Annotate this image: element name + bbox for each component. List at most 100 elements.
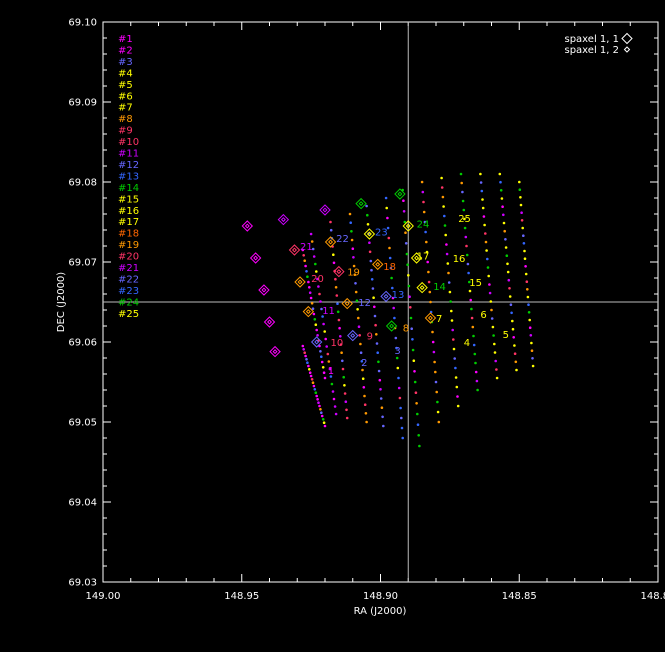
spaxel-1-2-marker (336, 269, 342, 275)
spaxel-point (482, 215, 486, 218)
pointing-number-label: 14 (433, 282, 446, 293)
spaxel-point (316, 277, 319, 281)
spaxel-point (340, 351, 343, 355)
spaxel-1-1-marker (249, 252, 262, 264)
spaxel-point (494, 359, 498, 363)
spaxel-point (316, 334, 319, 337)
spaxel-point (408, 295, 411, 299)
spaxel-point (323, 376, 327, 380)
pointing-number-label: 10 (331, 338, 344, 349)
spaxel-point (472, 334, 475, 338)
spaxel-1-1-marker (402, 220, 414, 232)
spaxel-1-2-marker (427, 315, 433, 321)
legend-entry: #14 (118, 183, 139, 194)
spaxel-point (359, 342, 362, 346)
y-tick-label: 69.10 (68, 18, 97, 29)
spaxel-point (320, 414, 324, 418)
x-tick-label: 148.80 (641, 591, 665, 602)
spaxel-point (405, 252, 409, 256)
pointing-number-label: 17 (417, 252, 430, 263)
spaxel-point (311, 381, 315, 385)
spaxel-point (399, 406, 402, 410)
spaxel-point (416, 423, 420, 427)
spaxel-1-1-marker (294, 276, 306, 288)
spaxel-point (345, 416, 349, 420)
spaxel-point (530, 341, 533, 345)
spaxel-point (372, 296, 375, 300)
spaxel-point (315, 328, 319, 332)
spaxel-1-2-marker (375, 261, 381, 267)
spaxel-point (350, 230, 353, 233)
spaxel-point (334, 286, 338, 289)
spaxel-point (415, 402, 418, 405)
spaxel-point (314, 391, 318, 395)
spaxel-point (409, 306, 412, 309)
legend-entry: #23 (118, 286, 139, 297)
legend-entry: #15 (118, 194, 139, 205)
spaxel-point (495, 376, 499, 380)
spaxel-point (358, 334, 362, 337)
spaxel-point (404, 231, 407, 234)
spaxel-point (315, 270, 318, 273)
spaxel-point (365, 420, 368, 424)
spaxel-point (420, 180, 424, 184)
spaxel-point (474, 370, 478, 374)
spaxel-point (425, 240, 428, 244)
spaxel-point (327, 360, 331, 363)
pointing-number-label: 22 (336, 234, 349, 245)
spaxel-point (417, 434, 421, 437)
spaxel-point (362, 386, 366, 389)
spaxel-1-2-marker (322, 207, 328, 213)
spaxel-point (525, 280, 529, 284)
spaxel-point (350, 238, 354, 242)
spaxel-1-1-marker (319, 204, 331, 216)
spaxel-point (474, 361, 477, 365)
pointing-number-label: 7 (436, 314, 442, 325)
spaxel-point (305, 270, 308, 273)
spaxel-point (369, 259, 373, 263)
spaxel-point (508, 287, 511, 290)
spaxel-point (466, 262, 470, 266)
spaxel-point (309, 374, 313, 378)
spaxel-point (418, 444, 421, 448)
spaxel-point (329, 375, 333, 378)
spaxel-point (357, 316, 360, 320)
spaxel-1-2-marker (297, 279, 303, 285)
spaxel-point (337, 318, 341, 322)
spaxel-point (312, 255, 316, 258)
spaxel-point (313, 388, 317, 391)
spaxel-point (406, 263, 409, 267)
legend-entry: #20 (118, 252, 139, 263)
spaxel-point (427, 270, 430, 274)
ticks-layer: 149.00 148.95 148.90 148.85 148.80 69.03 69.04… (68, 18, 665, 603)
spaxel-point (319, 350, 322, 353)
spaxel-point (510, 311, 513, 315)
legend-entry: #10 (118, 137, 139, 148)
spaxel-point (313, 318, 317, 321)
spaxel-1-2-marker (305, 309, 311, 315)
spaxel-1-1-marker (310, 336, 323, 348)
y-tick-label: 69.04 (68, 498, 97, 509)
spaxel-point (403, 220, 407, 224)
spaxel-point (475, 379, 479, 383)
spaxel-1-2-marker (244, 223, 250, 229)
spaxel-point (302, 254, 306, 257)
spaxel-point (437, 420, 441, 424)
spaxel-point (333, 405, 337, 408)
spaxel-point (384, 196, 388, 200)
spaxel-point (394, 336, 398, 340)
spaxel-point (529, 334, 533, 337)
spaxel-point (353, 273, 357, 277)
spaxel-point (523, 257, 527, 261)
spaxel-point (522, 234, 525, 237)
marker-legend-label: spaxel 1, 1 (565, 34, 620, 45)
spaxel-point (486, 266, 490, 269)
spaxel-point (391, 286, 394, 290)
spaxel-point (524, 272, 528, 276)
spaxel-point (506, 262, 509, 266)
spaxel-point (397, 376, 400, 380)
spaxel-point (463, 226, 467, 230)
spaxel-point (317, 401, 320, 405)
spaxel-point (401, 436, 405, 440)
